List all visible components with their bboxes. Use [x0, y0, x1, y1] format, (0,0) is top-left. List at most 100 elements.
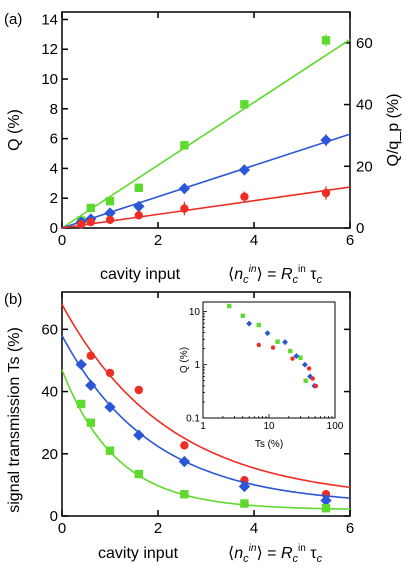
panel-a-ytick: 0 — [50, 220, 58, 237]
inset-point-red — [270, 345, 276, 350]
panel-a-xlabel-formula: ⟨ncin⟩ = Rcin τc — [228, 264, 323, 286]
panel-a-ytick: 12 — [41, 41, 58, 58]
panel-b-point-green — [180, 490, 189, 499]
panel-a-xlabel-text: cavity input — [100, 266, 181, 283]
panel-b-xlabel-text: cavity input — [98, 545, 179, 562]
panel-a-ytick-right: 40 — [356, 97, 373, 114]
panel-a-fit-line-red — [61, 186, 351, 229]
panel-a-xticks: 0 2 4 6 — [58, 232, 354, 249]
inset-point-red — [310, 376, 315, 381]
panel-a-point-green — [86, 203, 95, 213]
panel-b-point-green — [77, 399, 86, 409]
inset-xtick: 1 — [200, 421, 206, 432]
panel-a-point-green — [321, 36, 331, 45]
inset-point-green — [298, 355, 303, 360]
inset-point-red — [290, 356, 295, 361]
inset-point-red — [256, 342, 261, 348]
panel-a-ytick-right: 60 — [356, 35, 373, 52]
panel-a-yticks: 0 2 4 6 8 10 12 — [41, 41, 58, 237]
inset-yticks: 0.1 1 10 — [186, 307, 200, 425]
panel-b-xlabel: cavity input ⟨ncin⟩ = Rcin τc — [98, 543, 323, 565]
panel-a-frame — [61, 11, 351, 229]
panel-a-point-red — [86, 217, 96, 227]
inset-point-green — [227, 303, 232, 309]
panel-b-point-green — [321, 504, 331, 513]
panel-a-ytick: 2 — [50, 190, 58, 207]
panel-a-ytick-14: 14 — [41, 11, 58, 28]
panel-a-xtick: 2 — [154, 232, 162, 249]
inset-point-green — [303, 378, 308, 383]
panel-a-fit-line-green — [61, 38, 351, 229]
panel-b-ytick: 0 — [50, 508, 58, 525]
panel-a-point-blue — [178, 182, 191, 195]
inset-point-red — [306, 366, 312, 371]
inset-axes — [202, 301, 336, 419]
inset-ytick: 10 — [189, 307, 201, 318]
panel-b-plot — [61, 304, 351, 513]
inset-xticks: 1 10 100 — [200, 421, 344, 432]
panel-b-point-blue — [75, 358, 87, 371]
panel-b-point-blue — [178, 455, 191, 468]
panel-b-xtick: 6 — [346, 520, 354, 537]
panel-b-point-blue — [85, 379, 97, 392]
inset-point-green — [288, 348, 293, 354]
panel-a-point-green — [134, 183, 143, 192]
panel-b-point-blue — [104, 401, 116, 413]
panel-a-ytick-right: 20 — [356, 158, 373, 175]
inset-point-blue — [293, 353, 300, 360]
panel-b-xticks: 0 2 4 6 — [58, 520, 354, 537]
panel-b-point-green — [86, 418, 95, 427]
panel-b-xtick: 2 — [154, 520, 162, 537]
panel-a-point-red — [321, 188, 331, 198]
panel-a-point-green — [240, 100, 249, 109]
panel-a-xtick: 4 — [250, 232, 258, 249]
panel-a-point-red — [134, 211, 143, 220]
panel-a-ytick: 10 — [41, 71, 58, 88]
panel-b-point-green — [240, 499, 249, 508]
panel-b-point-green — [134, 469, 143, 479]
panel-b-point-blue — [133, 429, 145, 441]
panel-b-frame — [61, 291, 351, 517]
panel-b-ytick: 40 — [41, 384, 58, 401]
panel-a-point-red — [105, 215, 115, 225]
panel-b-ytick: 20 — [41, 446, 58, 463]
inset-point-blue — [282, 339, 289, 346]
panel-a-point-red — [77, 220, 86, 229]
inset-point-blue — [264, 330, 271, 337]
panel-a-ytick: 6 — [50, 131, 58, 148]
inset-ylabel: Q (%) — [179, 347, 190, 373]
panel-a-point-red — [180, 204, 189, 213]
inset-point-blue — [301, 361, 308, 368]
inset-xtick: 100 — [327, 421, 344, 432]
inset-point-green — [240, 313, 245, 318]
panel-b-point-red — [86, 351, 96, 360]
panel-b-point-red — [134, 385, 143, 395]
panel-b-point-blue — [320, 494, 332, 507]
panel-b-label: (b) — [4, 291, 22, 308]
panel-a-axes — [61, 11, 351, 229]
panel-a-point-blue — [238, 164, 251, 176]
panel-a-ytick: 8 — [50, 101, 58, 118]
panel-a-ylabel: Q (%) — [6, 109, 23, 151]
panel-b-point-blue — [238, 480, 251, 493]
inset-frame — [202, 301, 336, 419]
panel-a-label: (a) — [4, 11, 22, 28]
inset-xtick: 10 — [263, 421, 275, 432]
panel-a-point-blue — [320, 134, 332, 146]
panel-a-point-green — [180, 141, 189, 150]
panel-b-xlabel-formula: ⟨ncin⟩ = Rcin τc — [228, 543, 323, 565]
panel-a-ytick: 4 — [50, 160, 58, 177]
inset-ytick: 1 — [194, 360, 200, 371]
panel-b-point-red — [180, 441, 189, 450]
panel-b-point-red — [105, 368, 115, 378]
inset-plot — [227, 303, 319, 389]
panel-b-axes — [61, 291, 351, 517]
panel-b-yticks: 0 20 40 60 — [41, 321, 58, 525]
inset-point-green — [275, 339, 280, 344]
inset-xlabel: Ts (%) — [255, 439, 283, 450]
panel-a-point-blue — [104, 207, 116, 219]
panel-b-ytick: 60 — [41, 321, 58, 338]
inset-ytick: 0.1 — [186, 414, 200, 425]
panel-b-xtick: 0 — [58, 520, 66, 537]
